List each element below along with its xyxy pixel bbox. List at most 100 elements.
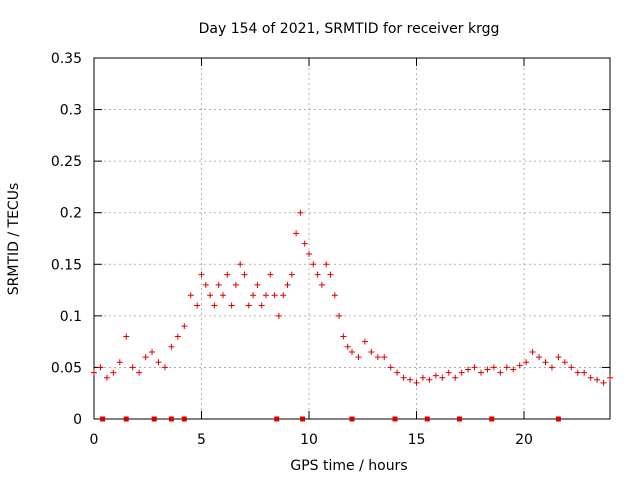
data-point (187, 292, 194, 299)
data-point (587, 374, 594, 381)
chart-title: Day 154 of 2021, SRMTID for receiver krg… (199, 21, 500, 37)
zero-marker (100, 416, 106, 422)
data-point (129, 364, 136, 371)
data-point (250, 292, 257, 299)
data-point (478, 369, 484, 376)
data-point (123, 333, 130, 340)
zero-marker (489, 416, 495, 422)
data-point (374, 354, 381, 361)
data-point (194, 302, 201, 309)
data-point (331, 292, 338, 299)
data-point (419, 374, 426, 381)
data-point (297, 209, 304, 216)
data-point (600, 379, 607, 386)
data-point (413, 379, 420, 386)
data-point (224, 271, 231, 278)
x-tick-label: 20 (515, 432, 533, 448)
data-point (254, 281, 261, 288)
data-point (284, 281, 291, 288)
data-point (548, 364, 555, 371)
data-point (318, 281, 325, 288)
zero-marker (274, 416, 280, 422)
data-point (228, 302, 235, 309)
data-point (103, 374, 110, 381)
data-point (237, 261, 244, 268)
data-point (280, 292, 287, 299)
data-point (198, 271, 205, 278)
y-tick-label: 0.2 (60, 206, 82, 222)
data-point (561, 359, 568, 366)
data-point (91, 369, 97, 376)
data-point (241, 271, 248, 278)
x-axis-ticks: 0 5 10 15 20 (90, 58, 533, 448)
zero-marker (181, 416, 187, 422)
data-point (607, 374, 613, 381)
data-point (555, 354, 562, 361)
zero-marker (151, 416, 157, 422)
y-tick-label: 0.25 (51, 154, 82, 170)
data-point (497, 369, 504, 376)
y-tick-label: 0 (73, 412, 82, 428)
data-point (452, 374, 459, 381)
data-point (381, 354, 388, 361)
data-point (510, 366, 517, 373)
data-point (136, 369, 143, 376)
zero-markers (100, 416, 561, 422)
data-point (245, 302, 252, 309)
data-point (288, 271, 295, 278)
data-point (387, 364, 394, 371)
data-point (161, 364, 168, 371)
data-point (542, 359, 549, 366)
data-point (267, 271, 274, 278)
x-axis-label: GPS time / hours (290, 458, 407, 474)
x-tick-label: 0 (90, 432, 99, 448)
data-point (327, 271, 334, 278)
data-point (258, 302, 265, 309)
zero-marker (424, 416, 430, 422)
data-point (536, 354, 543, 361)
data-point (523, 359, 530, 366)
data-point (174, 333, 181, 340)
y-axis-label: SRMTID / TECUs (6, 183, 22, 296)
data-point (306, 250, 312, 257)
data-point (314, 271, 321, 278)
data-point (394, 369, 401, 376)
data-point (503, 364, 510, 371)
data-point (211, 302, 218, 309)
data-point (344, 343, 351, 350)
data-point (207, 292, 214, 299)
data-point (310, 261, 317, 268)
data-point (432, 372, 439, 379)
y-tick-label: 0.05 (51, 360, 82, 376)
data-point (323, 261, 330, 268)
data-point (355, 354, 362, 361)
zero-marker (349, 416, 355, 422)
data-point (275, 312, 282, 319)
data-point (465, 366, 472, 373)
y-axis-ticks: 0 0.05 0.1 0.15 0.2 0.25 0.3 0.35 (51, 51, 610, 428)
data-point (574, 369, 581, 376)
y-tick-label: 0.15 (51, 257, 82, 273)
data-point (232, 281, 239, 288)
data-point (471, 364, 478, 371)
data-point (529, 348, 536, 355)
data-point (594, 376, 601, 383)
data-point (336, 312, 343, 319)
data-point (516, 362, 523, 369)
grid-lines (94, 58, 610, 419)
zero-marker (168, 416, 174, 422)
plot-frame (93, 57, 611, 420)
data-point (361, 338, 368, 345)
data-point (581, 369, 588, 376)
data-point (97, 364, 104, 371)
data-point (271, 292, 278, 299)
data-point (458, 369, 465, 376)
data-point (301, 240, 308, 247)
data-point (168, 343, 175, 350)
data-point (110, 369, 117, 376)
data-point (142, 354, 149, 361)
data-point (445, 369, 452, 376)
y-tick-label: 0.3 (60, 103, 82, 119)
data-point (155, 359, 162, 366)
